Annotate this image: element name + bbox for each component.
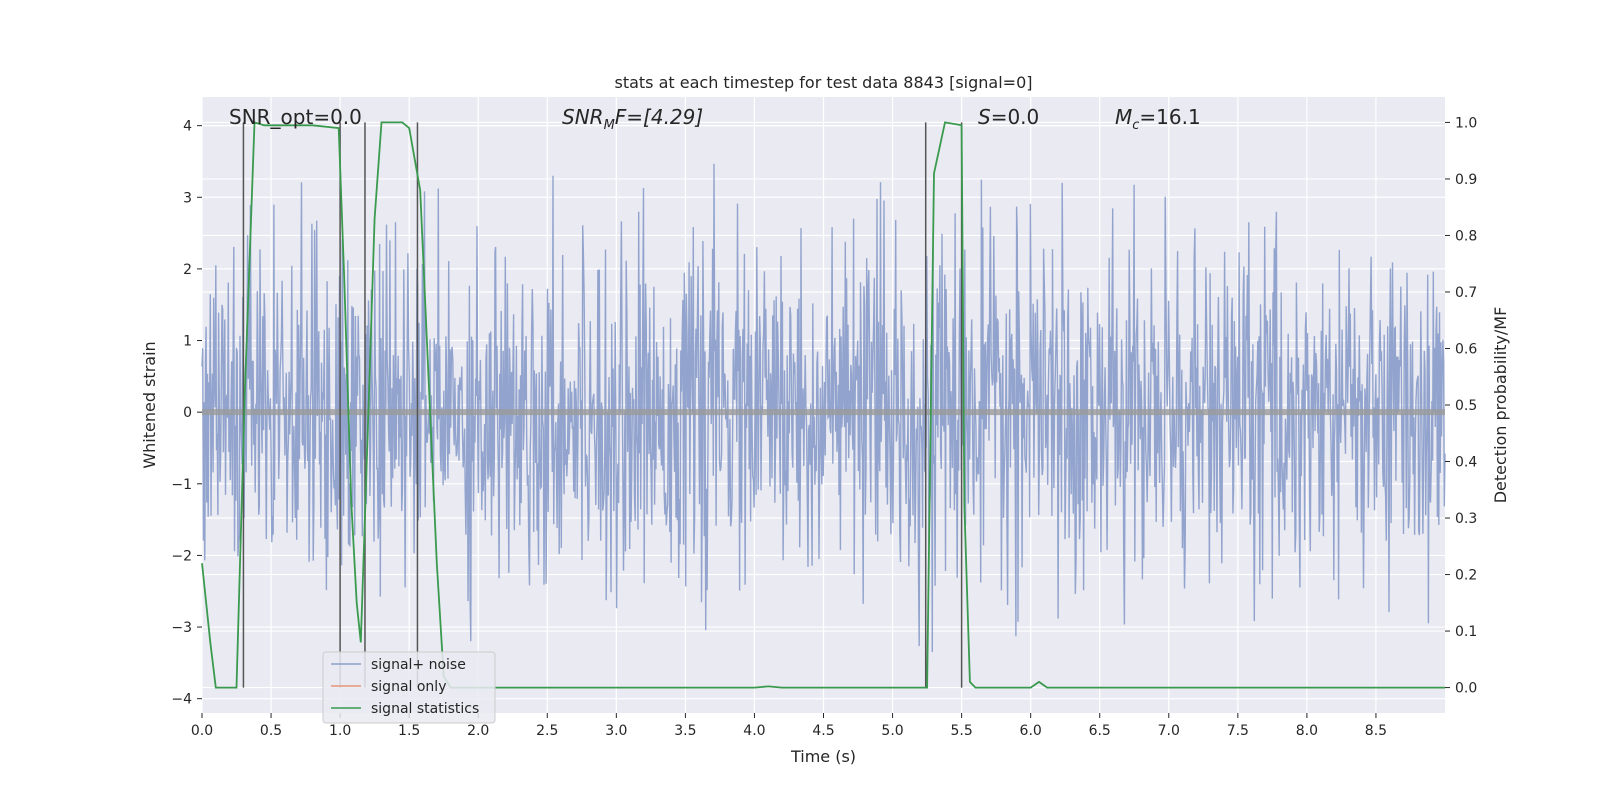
noise-line xyxy=(201,163,1446,653)
annotation-s: S=0.0 xyxy=(978,105,1039,129)
series-signal-plus-noise xyxy=(201,163,1446,653)
y2-tick-label: 0.3 xyxy=(1455,511,1477,527)
x-tick-label: 6.5 xyxy=(1089,723,1111,739)
annotation-mc: Mc=16.1 xyxy=(1115,105,1201,133)
y-axis-label: Whitened strain xyxy=(140,341,159,468)
y2-tick-label: 0.0 xyxy=(1455,681,1477,697)
y2-tick-label: 0.8 xyxy=(1455,228,1477,244)
annotation-mc-sub: c xyxy=(1132,118,1139,133)
x-axis-label: Time (s) xyxy=(790,747,856,766)
chart-title: stats at each timestep for test data 884… xyxy=(614,73,1032,92)
annotation-snr-mf-sub: M xyxy=(604,118,615,133)
y-tick-label: −1 xyxy=(171,477,192,493)
y-tick-label: −3 xyxy=(171,620,192,636)
y-tick-label: 3 xyxy=(183,190,192,206)
legend-label-signal-plus-noise: signal+ noise xyxy=(371,657,466,673)
y-tick-label: −4 xyxy=(171,692,192,708)
x-tick-label: 5.0 xyxy=(881,723,903,739)
x-tick-label: 2.0 xyxy=(467,723,489,739)
series-signal-statistics xyxy=(201,121,1445,689)
annotation-snr-mf-label: SNR xyxy=(562,105,604,129)
x-tick-label: 1.5 xyxy=(398,723,420,739)
y2-axis-label: Detection probability/MF xyxy=(1491,307,1510,504)
x-tick-label: 2.5 xyxy=(536,723,558,739)
annotation-s-value: =0.0 xyxy=(991,105,1040,129)
y-tick-label: −2 xyxy=(171,548,192,564)
x-tick-label: 1.0 xyxy=(329,723,351,739)
x-tick-label: 6.0 xyxy=(1020,723,1042,739)
x-tick-label: 5.5 xyxy=(950,723,972,739)
axis-ticks: 0.0 0.5 1.0 1.5 2.0 2.5 3.0 3.5 4.0 4.5 5.0 5.5 6.0 6… xyxy=(171,115,1477,739)
x-tick-label: 3.5 xyxy=(674,723,696,739)
annotation-snr-opt: SNR_opt=0.0 xyxy=(229,105,362,129)
y2-tick-label: 1.0 xyxy=(1455,115,1477,131)
annotation-s-label: S xyxy=(978,105,991,129)
y2-tick-label: 0.4 xyxy=(1455,455,1477,471)
y2-tick-label: 0.7 xyxy=(1455,285,1477,301)
y2-tick-label: 0.5 xyxy=(1455,398,1477,414)
y2-tick-label: 0.2 xyxy=(1455,568,1477,584)
annotation-snr-mf: SNRMF=[4.29] xyxy=(562,105,703,133)
x-tick-label: 8.5 xyxy=(1365,723,1387,739)
y2-tick-label: 0.6 xyxy=(1455,341,1477,357)
legend-label-signal-only: signal only xyxy=(371,679,446,695)
x-tick-label: 7.5 xyxy=(1227,723,1249,739)
x-tick-label: 7.0 xyxy=(1158,723,1180,739)
y2-tick-label: 0.9 xyxy=(1455,172,1477,188)
statistics-line xyxy=(201,121,1445,689)
legend-box xyxy=(322,651,496,724)
y2-tick-label: 0.1 xyxy=(1455,624,1477,640)
y-tick-label: 1 xyxy=(183,334,192,350)
annotation-mc-label: M xyxy=(1115,105,1132,129)
annotation-mc-value: =16.1 xyxy=(1139,105,1200,129)
y-tick-label: 2 xyxy=(183,262,192,278)
annotation-snr-mf-suffix: F=[4.29] xyxy=(615,105,703,129)
x-tick-label: 0.0 xyxy=(191,723,213,739)
x-tick-label: 8.0 xyxy=(1296,723,1318,739)
legend: signal+ noise signal only signal statist… xyxy=(322,651,496,724)
legend-label-signal-statistics: signal statistics xyxy=(371,701,479,717)
y-tick-label: 4 xyxy=(183,119,192,135)
x-tick-label: 0.5 xyxy=(260,723,282,739)
x-tick-label: 4.0 xyxy=(743,723,765,739)
y-tick-label: 0 xyxy=(183,405,192,421)
x-tick-label: 3.0 xyxy=(605,723,627,739)
x-tick-label: 4.5 xyxy=(812,723,834,739)
